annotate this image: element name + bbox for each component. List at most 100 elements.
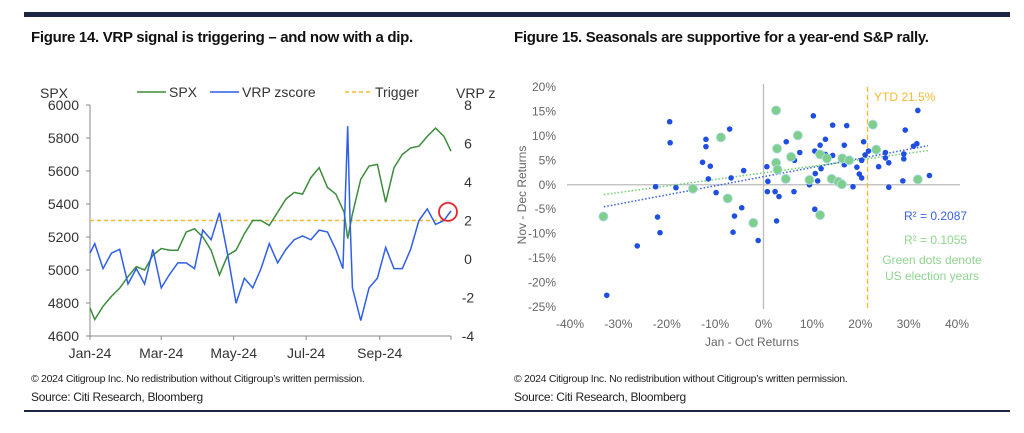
scatter-point-blue: [817, 142, 823, 148]
scatter-point-blue: [705, 176, 712, 182]
y-tick-label-right: 0: [464, 251, 472, 267]
top-rule: [24, 12, 1010, 17]
scatter-point-green: [715, 132, 726, 143]
scatter-point-blue: [765, 178, 771, 185]
y-tick-label: 0%: [539, 178, 557, 192]
scatter-point-blue: [843, 122, 850, 129]
legend-vrp-label: VRP zscore: [242, 84, 316, 100]
scatter-point-blue: [657, 229, 663, 236]
scatter-point-blue: [812, 170, 819, 177]
scatter-point-blue: [764, 163, 770, 170]
scatter-point-blue: [667, 139, 673, 146]
scatter-point-blue: [914, 140, 920, 147]
scatter-point-blue: [915, 107, 921, 114]
scatter-point-green: [772, 164, 783, 175]
trendline-green: [603, 149, 929, 196]
scatter-point-green: [748, 217, 759, 228]
scatter-point-green: [844, 155, 855, 166]
y-tick-label: 20%: [532, 80, 556, 94]
scatter-point-blue: [900, 156, 907, 162]
figure-15-title: Figure 15. Seasonals are supportive for …: [514, 29, 929, 46]
scatter-point-blue: [865, 148, 872, 154]
x-tick-label: 20%: [848, 317, 872, 331]
scatter-point-blue: [783, 138, 790, 145]
x-tick-label: Sep-24: [357, 345, 402, 361]
scatter-point-blue: [814, 178, 821, 184]
figure-14-source: Source: Citi Research, Bloomberg: [31, 390, 203, 404]
scatter-point-blue: [755, 237, 761, 244]
scatter-point-blue: [900, 151, 907, 157]
scatter-point-blue: [885, 159, 892, 166]
scatter-point-green: [786, 151, 797, 162]
x-tick-label: 10%: [800, 317, 824, 331]
scatter-point-blue: [740, 167, 747, 174]
figure-14-copyright: © 2024 Citigroup Inc. No redistribution …: [31, 373, 365, 385]
x-tick-label: Mar-24: [139, 345, 184, 361]
scatter-point-blue: [772, 188, 778, 195]
x-tick-label: Jan-24: [69, 345, 112, 361]
scatter-point-green: [772, 143, 783, 154]
scatter-point-green: [815, 210, 826, 221]
scatter-point-blue: [728, 175, 734, 181]
scatter-point-green: [792, 130, 803, 141]
scatter-point-blue: [707, 163, 714, 169]
scatter-point-blue: [764, 188, 771, 195]
x-tick-label: 40%: [945, 317, 969, 331]
y-tick-label: -5%: [535, 202, 557, 216]
y-tick-label-left: 4600: [48, 328, 79, 344]
scatter-point-blue: [882, 149, 889, 156]
figure-14-title: Figure 14. VRP signal is triggering – an…: [31, 29, 413, 46]
y-tick-label: -20%: [528, 276, 556, 290]
y-tick-label-left: 5200: [48, 229, 79, 245]
scatter-point-blue: [850, 183, 856, 190]
scatter-point-blue: [673, 184, 679, 191]
y-tick-label: 15%: [532, 104, 556, 118]
scatter-point-blue: [726, 126, 733, 132]
scatter-point-blue: [854, 164, 860, 170]
x-tick-label: -20%: [653, 317, 681, 331]
scatter-point-green: [771, 105, 782, 116]
y-tick-label-left: 4800: [48, 295, 79, 311]
y-tick-label-right: 4: [464, 174, 472, 190]
y-tick-label-left: 5400: [48, 196, 79, 212]
y-tick-label: 10%: [532, 129, 556, 143]
scatter-point-green: [836, 179, 847, 190]
scatter-point-blue: [900, 178, 906, 184]
y-tick-label-right: -2: [462, 290, 475, 306]
y-tick-label-right: 2: [464, 213, 472, 229]
scatter-point-blue: [902, 127, 909, 133]
x-tick-label: 0%: [755, 317, 773, 331]
scatter-point-blue: [822, 136, 829, 143]
y-tick-label-right: 6: [464, 136, 472, 152]
scatter-point-green: [780, 173, 791, 184]
y-tick-label: -25%: [528, 300, 556, 314]
x-axis-title: Jan - Oct Returns: [705, 335, 799, 349]
scatter-point-blue: [860, 138, 867, 145]
scatter-point-blue: [603, 292, 610, 299]
scatter-point-green: [804, 174, 815, 185]
scatter-point-blue: [654, 214, 661, 220]
scatter-point-blue: [730, 229, 736, 235]
scatter-point-blue: [885, 184, 892, 191]
scatter-point-blue: [862, 152, 868, 158]
y-tick-label: 5%: [539, 153, 557, 167]
figure-15-source: Source: Citi Research, Bloomberg: [514, 390, 686, 404]
scatter-point-blue: [791, 188, 797, 195]
scatter-point-blue: [738, 204, 745, 211]
x-tick-label: -10%: [701, 317, 729, 331]
y-axis-title-right: VRP z: [456, 85, 495, 101]
scatter-point-green: [871, 144, 882, 155]
highlight-circle: [438, 201, 458, 222]
scatter-point-blue: [703, 136, 709, 143]
scatter-point-blue: [713, 189, 719, 196]
scatter-point-green: [912, 174, 923, 185]
scatter-point-blue: [699, 159, 706, 166]
y-tick-label-left: 6000: [48, 97, 79, 113]
scatter-point-blue: [882, 155, 889, 161]
x-tick-label: May-24: [210, 345, 257, 361]
scatter-point-blue: [829, 122, 836, 128]
scatter-point-blue: [811, 206, 818, 213]
y-tick-label-left: 5000: [48, 262, 79, 278]
x-tick-label: Jul-24: [287, 345, 325, 361]
y-tick-label-right: -4: [462, 328, 475, 344]
